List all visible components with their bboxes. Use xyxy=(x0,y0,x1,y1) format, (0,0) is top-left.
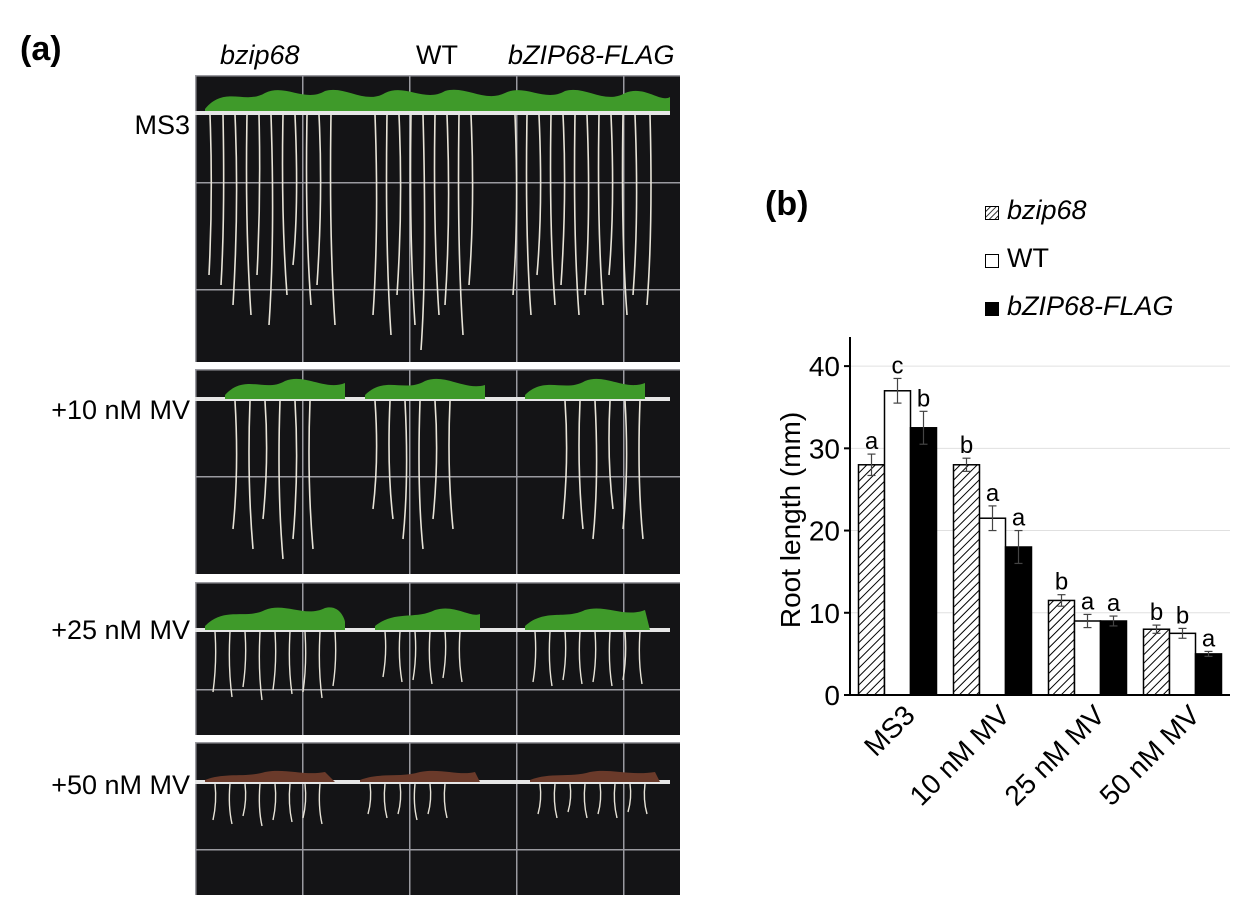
seedling-plates-photo xyxy=(195,75,680,895)
significance-letter: b xyxy=(1150,599,1163,626)
y-tick-label: 10 xyxy=(809,598,840,629)
significance-letter: b xyxy=(1176,602,1189,629)
significance-letter: b xyxy=(917,385,930,412)
bar xyxy=(1047,599,1076,696)
legend-swatch-hatched xyxy=(985,206,999,220)
column-label-wt: WT xyxy=(416,40,458,70)
plate-25nm-mv xyxy=(195,582,680,735)
bar xyxy=(909,427,938,696)
legend-swatch-black xyxy=(985,302,999,316)
row-label-50nm-mv: +50 nM MV xyxy=(51,770,190,800)
significance-letter: a xyxy=(1107,590,1121,617)
significance-letter: c xyxy=(892,352,904,379)
legend-label-bzip68: bzip68 xyxy=(1007,195,1087,225)
significance-letter: a xyxy=(1202,625,1216,652)
bar xyxy=(1168,632,1197,696)
chart-legend: bzip68 WT bZIP68-FLAG xyxy=(985,195,1245,339)
significance-letter: a xyxy=(986,480,1000,507)
significance-letter: b xyxy=(960,432,973,459)
legend-swatch-white xyxy=(985,254,999,268)
y-axis-label: Root length (mm) xyxy=(775,412,806,628)
bar xyxy=(1099,620,1128,696)
significance-letter: a xyxy=(1081,588,1095,615)
significance-letter: b xyxy=(1055,569,1068,596)
bar xyxy=(883,390,912,696)
x-tick-label: 25 nM MV xyxy=(999,699,1111,811)
row-label-ms3: MS3 xyxy=(134,110,190,140)
x-tick-label: 10 nM MV xyxy=(904,699,1016,811)
panel-b-label: (b) xyxy=(765,185,809,223)
bar xyxy=(978,517,1007,696)
column-label-bzip68: bzip68 xyxy=(220,40,300,70)
y-tick-label: 30 xyxy=(809,433,840,464)
legend-item-bzip68: bzip68 xyxy=(985,195,1245,243)
column-label-bzip68-flag: bZIP68-FLAG xyxy=(508,40,675,70)
bar xyxy=(857,464,886,696)
bar xyxy=(1194,653,1223,696)
y-tick-label: 40 xyxy=(809,351,840,382)
legend-label-bzip68-flag: bZIP68-FLAG xyxy=(1007,291,1174,321)
bar xyxy=(1073,620,1102,696)
legend-item-bzip68-flag: bZIP68-FLAG xyxy=(985,291,1245,339)
y-tick-label: 20 xyxy=(809,516,840,547)
bar xyxy=(952,464,981,696)
row-label-25nm-mv: +25 nM MV xyxy=(51,615,190,645)
x-tick-label: MS3 xyxy=(858,699,921,762)
bar xyxy=(1004,546,1033,696)
bar xyxy=(1142,628,1171,696)
plate-10nm-mv xyxy=(195,369,680,574)
legend-label-wt: WT xyxy=(1007,243,1049,273)
x-tick-label: 50 nM MV xyxy=(1094,699,1206,811)
y-tick-label: 0 xyxy=(824,680,840,711)
significance-letter: a xyxy=(865,428,879,455)
plate-ms3 xyxy=(195,75,680,362)
panel-a-label: (a) xyxy=(20,30,62,68)
row-label-10nm-mv: +10 nM MV xyxy=(51,395,190,425)
plate-50nm-mv xyxy=(195,742,680,895)
significance-letter: a xyxy=(1012,505,1026,532)
legend-item-wt: WT xyxy=(985,243,1245,291)
